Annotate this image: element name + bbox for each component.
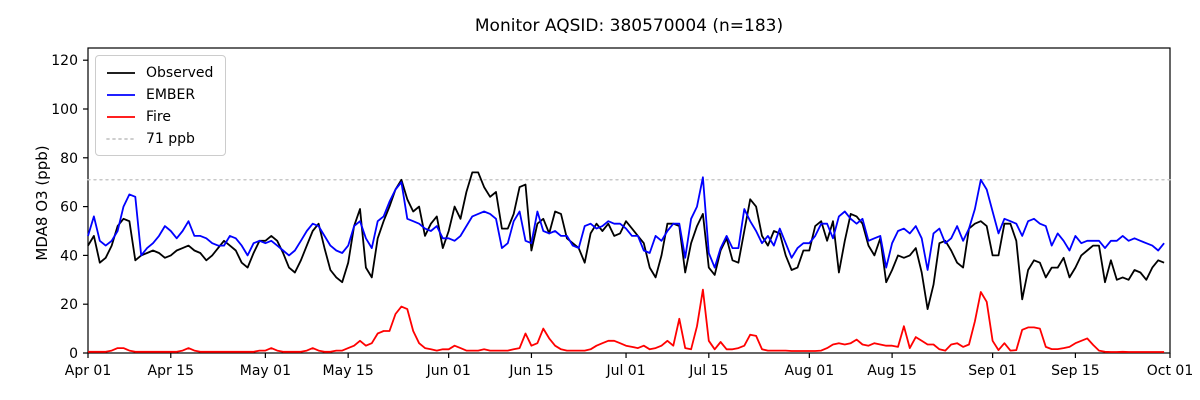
y-tick-label: 80 <box>60 151 78 167</box>
x-tick-label: May 15 <box>323 363 374 379</box>
x-tick-label: Sep 15 <box>1051 363 1100 379</box>
y-tick-label: 0 <box>69 346 78 362</box>
x-tick-label: Aug 15 <box>867 363 917 379</box>
legend-item-fire: Fire <box>106 107 213 126</box>
series-ember-line <box>87 176 1165 271</box>
x-tick-label: May 01 <box>240 363 291 379</box>
series-fire-line <box>88 288 1165 353</box>
y-tick-label: 60 <box>60 200 78 216</box>
x-tick-label: Aug 01 <box>785 363 835 379</box>
legend-item-observed: Observed <box>106 63 213 82</box>
x-tick-label: Apr 01 <box>65 363 111 379</box>
legend-label: Observed <box>146 64 214 81</box>
x-tick-label: Jun 01 <box>426 363 471 379</box>
legend-line-swatch <box>107 71 135 74</box>
x-tick-label: Jul 15 <box>688 363 728 379</box>
y-tick-label: 100 <box>51 102 78 118</box>
chart-title: Monitor AQSID: 380570004 (n=183) <box>474 16 784 36</box>
legend-line-swatch <box>107 115 135 118</box>
legend-line-swatch <box>106 137 136 140</box>
x-tick-label: Apr 15 <box>148 363 194 379</box>
legend-label: Fire <box>146 108 171 125</box>
x-tick-label: Oct 01 <box>1147 363 1193 379</box>
legend-label: 71 ppb <box>146 130 195 147</box>
legend-line-swatch <box>107 93 135 96</box>
x-tick-label: Jun 15 <box>508 363 553 379</box>
y-tick-label: 40 <box>60 248 78 264</box>
x-tick-label: Jul 01 <box>605 363 645 379</box>
legend-item-ember: EMBER <box>106 85 213 104</box>
legend-item-71-ppb: 71 ppb <box>106 129 213 148</box>
legend: Observed EMBER Fire 71 ppb <box>95 55 227 156</box>
axes-frame <box>87 47 1171 354</box>
series-observed-line <box>87 171 1165 311</box>
y-tick-label: 20 <box>60 297 78 313</box>
x-tick-label: Sep 01 <box>968 363 1017 379</box>
legend-label: EMBER <box>146 86 196 103</box>
y-axis-label: MDA8 O3 (ppb) <box>33 145 51 261</box>
y-tick-label: 120 <box>51 53 78 69</box>
